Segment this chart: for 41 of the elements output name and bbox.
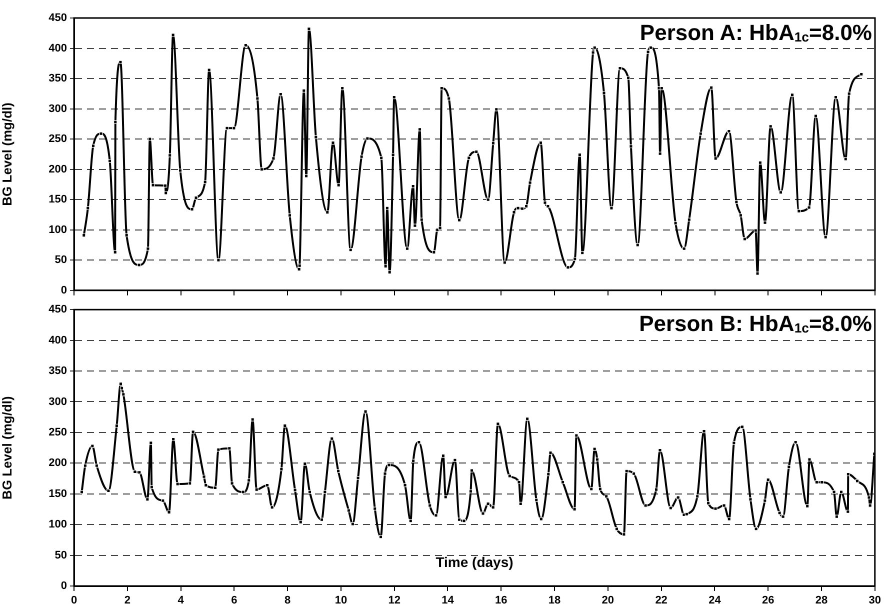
x-tick-label: 4 — [178, 594, 185, 607]
y-tick-label: 50 — [54, 549, 67, 562]
y-tick-label: 200 — [48, 163, 67, 176]
x-tick-label: 0 — [70, 594, 78, 607]
y-axis-title: BG Level (mg/dl) — [0, 396, 14, 500]
y-tick-label: 350 — [48, 72, 67, 85]
x-tick-label: 12 — [388, 594, 400, 607]
y-tick-label: 300 — [48, 102, 67, 115]
y-tick-label: 50 — [54, 254, 67, 266]
x-tick-label: 2 — [124, 594, 130, 607]
x-tick-label: 18 — [548, 594, 561, 607]
x-tick-label: 20 — [602, 594, 614, 607]
x-tick-label: 10 — [334, 594, 348, 607]
x-tick-label: 6 — [231, 594, 238, 607]
y-tick-label: 100 — [48, 518, 67, 531]
y-tick-label: 250 — [48, 426, 67, 438]
y-tick-label: 400 — [48, 334, 67, 346]
y-tick-label: 350 — [48, 365, 67, 378]
y-tick-label: 450 — [48, 304, 67, 316]
y-tick-label: 150 — [48, 488, 67, 500]
x-axis-title: Time (days) — [434, 554, 514, 570]
y-tick-label: 0 — [60, 580, 67, 592]
x-tick-label: 26 — [762, 594, 774, 607]
y-tick-label: 200 — [48, 457, 67, 470]
x-tick-label: 30 — [868, 594, 882, 607]
y-tick-label: 100 — [48, 224, 67, 236]
chart-title: Person A: HbA$_{1c}$=8.0% — [640, 20, 872, 46]
x-tick-label: 14 — [442, 594, 455, 607]
x-tick-label: 16 — [495, 594, 508, 607]
y-tick-label: 250 — [48, 133, 67, 146]
x-tick-label: 22 — [655, 594, 668, 607]
y-tick-label: 400 — [48, 42, 67, 54]
y-tick-label: 300 — [48, 396, 67, 408]
x-tick-label: 24 — [708, 594, 722, 607]
y-tick-label: 450 — [48, 12, 67, 24]
y-tick-label: 150 — [48, 194, 67, 206]
chart-title: Person B: HbA$_{1c}$=8.0% — [639, 311, 872, 337]
y-tick-label: 0 — [60, 284, 67, 296]
y-axis-title: BG Level (mg/dl) — [0, 102, 14, 206]
x-tick-label: 8 — [284, 594, 291, 607]
x-tick-label: 28 — [815, 594, 828, 607]
